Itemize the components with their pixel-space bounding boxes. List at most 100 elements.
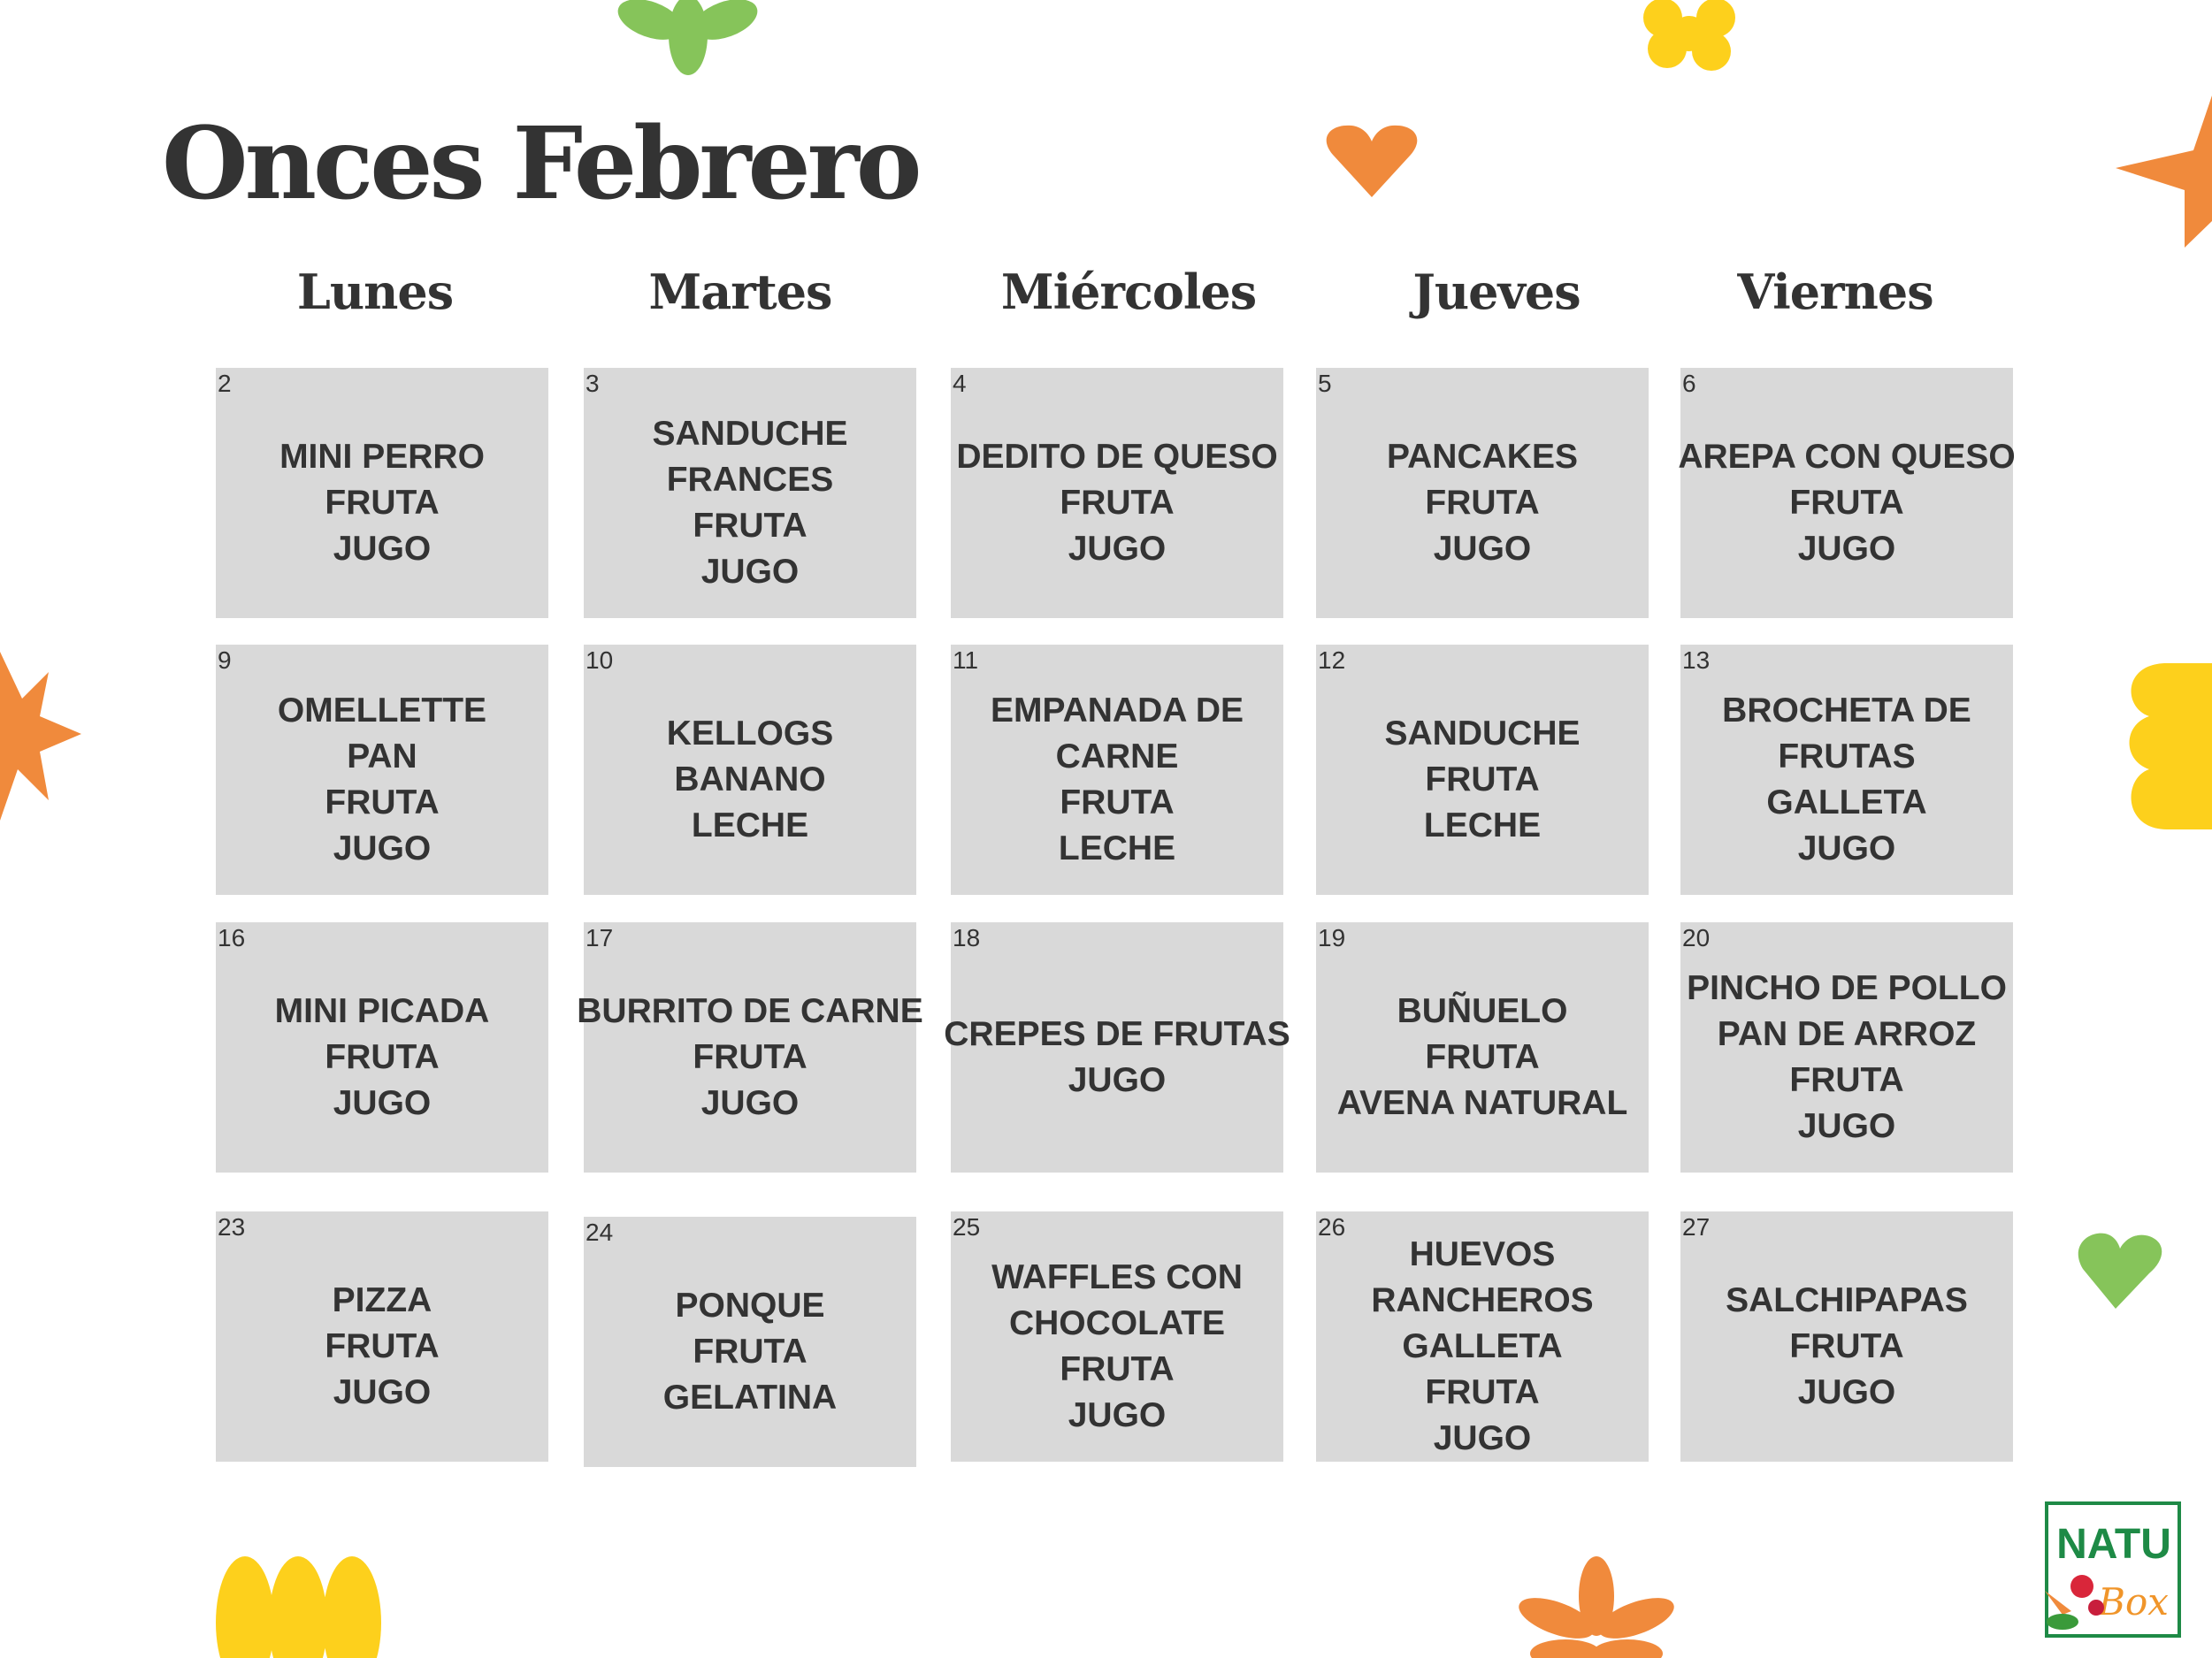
menu-item: FRUTAS bbox=[1778, 737, 1916, 776]
day-cell: 19 BUÑUELO FRUTA AVENA NATURAL bbox=[1316, 922, 1649, 1173]
menu-item: SANDUCHE bbox=[652, 414, 848, 453]
menu-items: SANDUCHE FRUTA LECHE bbox=[1316, 664, 1649, 895]
menu-items: BUÑUELO FRUTA AVENA NATURAL bbox=[1316, 942, 1649, 1173]
menu-items: HUEVOS RANCHEROS GALLETA FRUTA JUGO bbox=[1316, 1231, 1649, 1462]
menu-items: AREPA CON QUESO FRUTA JUGO bbox=[1678, 387, 2016, 618]
day-number: 2 bbox=[218, 370, 232, 397]
day-number: 17 bbox=[586, 924, 614, 951]
menu-item: GALLETA bbox=[1766, 783, 1927, 821]
orange-star-icon bbox=[0, 652, 81, 821]
menu-item: BUÑUELO bbox=[1397, 991, 1568, 1030]
day-number: 11 bbox=[953, 646, 979, 674]
svg-text:NATU: NATU bbox=[2056, 1521, 2171, 1568]
day-number: 6 bbox=[1682, 370, 1696, 397]
menu-item: PIZZA bbox=[332, 1280, 432, 1319]
menu-items: MINI PICADA FRUTA JUGO bbox=[216, 942, 548, 1173]
menu-item: FRUTA bbox=[1789, 483, 1904, 522]
menu-item: LECHE bbox=[691, 806, 809, 844]
menu-item: FRUTA bbox=[693, 1037, 807, 1076]
green-flower-icon bbox=[617, 0, 758, 75]
page-title: Onces Febrero bbox=[162, 106, 922, 222]
svg-text:Box: Box bbox=[2097, 1580, 2169, 1624]
menu-item: JUGO bbox=[333, 529, 432, 568]
menu-item: PANCAKES bbox=[1387, 437, 1578, 476]
menu-items: PIZZA FRUTA JUGO bbox=[216, 1231, 548, 1462]
day-cell: 4 DEDITO DE QUESO FRUTA JUGO bbox=[951, 368, 1283, 618]
day-cell: 11 EMPANADA DE CARNE FRUTA LECHE bbox=[951, 645, 1283, 895]
menu-item: AREPA CON QUESO bbox=[1678, 437, 2016, 476]
menu-item: JUGO bbox=[333, 1372, 432, 1411]
day-number: 19 bbox=[1318, 924, 1346, 951]
day-number: 12 bbox=[1318, 646, 1346, 674]
menu-item: LECHE bbox=[1423, 806, 1542, 844]
day-number: 13 bbox=[1682, 646, 1711, 674]
menu-item: FRUTA bbox=[693, 1332, 807, 1371]
day-cell: 6 AREPA CON QUESO FRUTA JUGO bbox=[1678, 368, 2016, 618]
menu-item: FRUTA bbox=[1425, 483, 1540, 522]
menu-item: JUGO bbox=[1797, 829, 1896, 867]
day-number: 18 bbox=[953, 924, 981, 951]
menu-item: SALCHIPAPAS bbox=[1726, 1280, 1968, 1319]
day-number: 23 bbox=[218, 1213, 246, 1241]
day-cell: 24 PONQUE FRUTA GELATINA bbox=[584, 1217, 916, 1467]
menu-item: BROCHETA DE bbox=[1722, 691, 1971, 730]
menu-item: JUGO bbox=[1797, 1106, 1896, 1145]
menu-item: SANDUCHE bbox=[1384, 714, 1581, 753]
menu-item: LECHE bbox=[1058, 829, 1176, 867]
menu-item: FRUTA bbox=[325, 783, 440, 821]
day-number: 5 bbox=[1318, 370, 1332, 397]
menu-item: PAN DE ARROZ bbox=[1717, 1014, 1977, 1053]
menu-item: FRUTA bbox=[1789, 1060, 1904, 1099]
day-cell: 3 SANDUCHE FRANCES FRUTA JUGO bbox=[584, 368, 916, 618]
yellow-scallop-icon bbox=[2129, 663, 2212, 829]
yellow-flower-icon bbox=[1643, 0, 1735, 71]
menu-item: JUGO bbox=[333, 829, 432, 867]
menu-item: FRUTA bbox=[325, 1037, 440, 1076]
menu-item: FRUTA bbox=[1425, 760, 1540, 798]
orange-star-icon bbox=[2116, 96, 2212, 248]
menu-item: FRUTA bbox=[1425, 1037, 1540, 1076]
day-header: Jueves bbox=[1412, 264, 1581, 320]
menu-item: JUGO bbox=[1068, 1395, 1167, 1434]
day-cell: 18 CREPES DE FRUTAS JUGO bbox=[944, 922, 1290, 1173]
menu-item: JUGO bbox=[1797, 529, 1896, 568]
day-number: 27 bbox=[1682, 1213, 1711, 1241]
menu-items: BROCHETA DE FRUTAS GALLETA JUGO bbox=[1680, 664, 2013, 895]
menu-items: CREPES DE FRUTAS JUGO bbox=[944, 942, 1290, 1173]
menu-item: DEDITO DE QUESO bbox=[956, 437, 1278, 476]
menu-item: PINCHO DE POLLO bbox=[1687, 968, 2007, 1007]
menu-item: JUGO bbox=[700, 1083, 800, 1122]
menu-item: BANANO bbox=[674, 760, 826, 798]
menu-item: FRUTA bbox=[1060, 483, 1175, 522]
day-number: 24 bbox=[586, 1219, 614, 1246]
menu-item: JUGO bbox=[1068, 1060, 1167, 1099]
menu-item: PONQUE bbox=[675, 1286, 825, 1325]
menu-item: JUGO bbox=[1797, 1372, 1896, 1411]
day-number: 9 bbox=[218, 646, 232, 674]
menu-items: WAFFLES CON CHOCOLATE FRUTA JUGO bbox=[951, 1231, 1283, 1462]
day-cell: 25 WAFFLES CON CHOCOLATE FRUTA JUGO bbox=[951, 1211, 1283, 1462]
menu-item: JUGO bbox=[1068, 529, 1167, 568]
menu-items: EMPANADA DE CARNE FRUTA LECHE bbox=[951, 664, 1283, 895]
day-number: 10 bbox=[586, 646, 614, 674]
menu-items: PINCHO DE POLLO PAN DE ARROZ FRUTA JUGO bbox=[1680, 942, 2013, 1173]
menu-item: CHOCOLATE bbox=[1008, 1303, 1226, 1342]
day-number: 16 bbox=[218, 924, 246, 951]
menu-item: FRUTA bbox=[1060, 1349, 1175, 1388]
yellow-ovals-icon bbox=[216, 1556, 381, 1658]
menu-item: EMPANADA DE bbox=[990, 691, 1244, 730]
menu-items: PANCAKES FRUTA JUGO bbox=[1316, 387, 1649, 618]
day-cell: 9 OMELLETTE PAN FRUTA JUGO bbox=[216, 645, 548, 895]
menu-item: FRUTA bbox=[325, 483, 440, 522]
day-cell: 5 PANCAKES FRUTA JUGO bbox=[1316, 368, 1649, 618]
menu-item: JUGO bbox=[1433, 1418, 1532, 1457]
menu-items: KELLOGS BANANO LECHE bbox=[584, 664, 916, 895]
day-cell: 20 PINCHO DE POLLO PAN DE ARROZ FRUTA JUGO bbox=[1680, 922, 2013, 1173]
menu-items: OMELLETTE PAN FRUTA JUGO bbox=[216, 664, 548, 895]
menu-item: FRANCES bbox=[666, 460, 834, 499]
menu-items: DEDITO DE QUESO FRUTA JUGO bbox=[951, 387, 1283, 618]
menu-item: MINI PICADA bbox=[274, 991, 490, 1030]
menu-item: GELATINA bbox=[662, 1378, 838, 1417]
menu-items: SANDUCHE FRANCES FRUTA JUGO bbox=[584, 387, 916, 618]
